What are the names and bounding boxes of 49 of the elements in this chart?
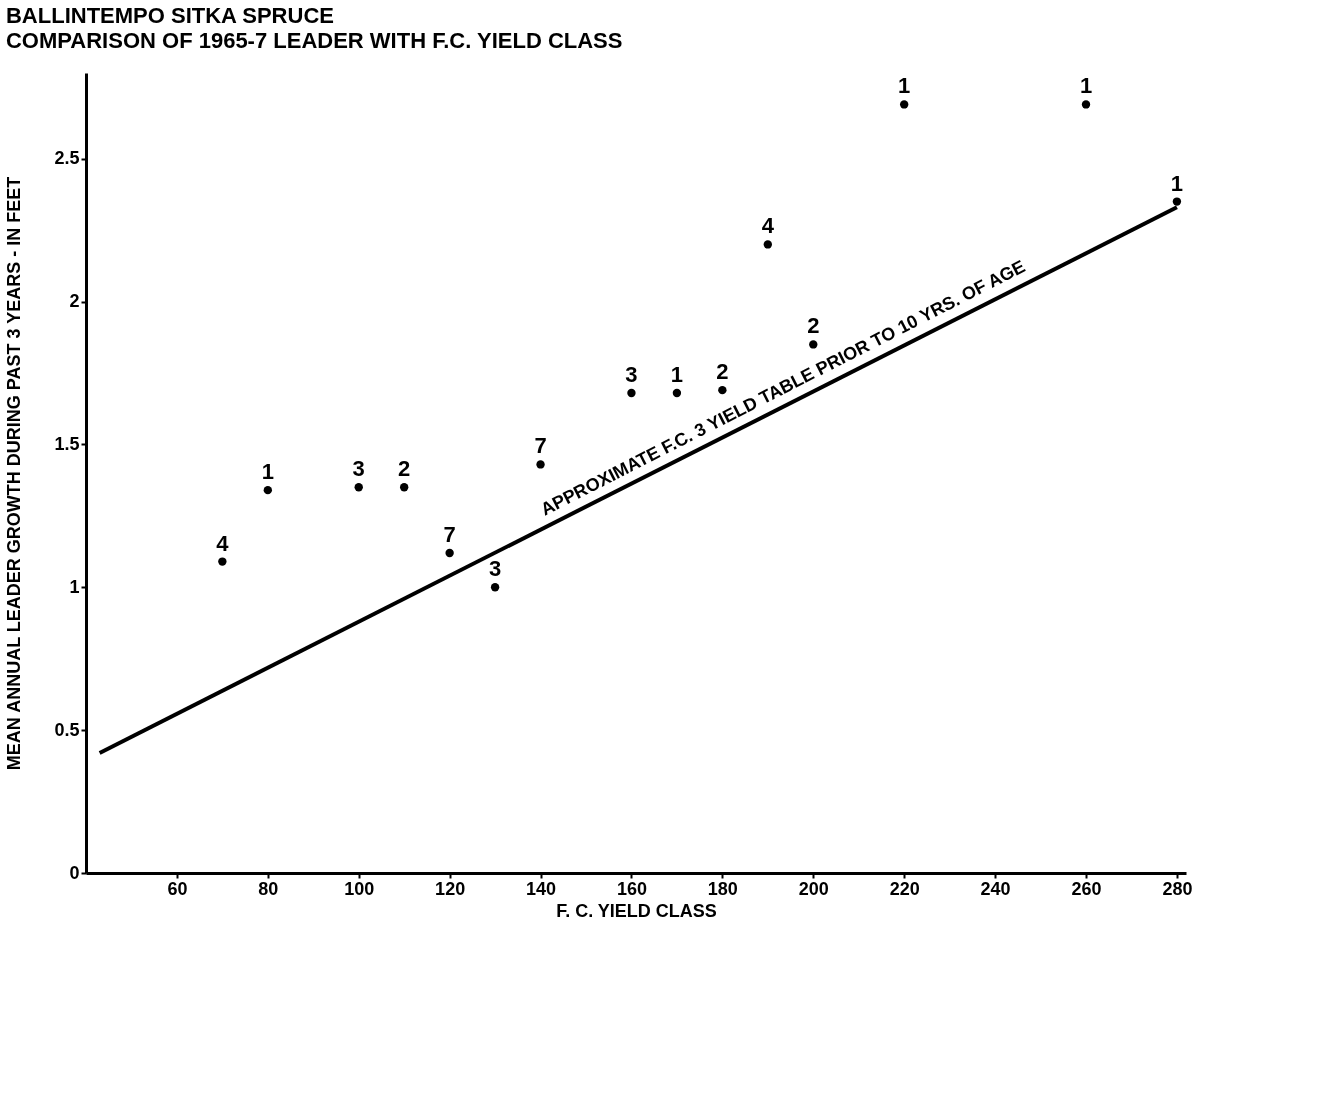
point: [900, 100, 909, 109]
annotation: 1: [1170, 170, 1184, 196]
x-tick-label: 180: [707, 878, 738, 899]
annotation: 3: [625, 362, 638, 387]
annotation: 7: [443, 522, 456, 547]
x-tick-label: 260: [1071, 878, 1102, 899]
x-tick-label: 80: [258, 878, 279, 899]
point: [218, 557, 227, 566]
annotation: 1: [1079, 73, 1093, 99]
x-tick-label: 240: [980, 878, 1011, 899]
point: [400, 483, 409, 492]
chart-title: BALLINTEMPO SITKA SPRUCE: [5, 3, 334, 28]
x-tick-label: 280: [1162, 878, 1193, 899]
point: [763, 240, 772, 249]
annotation: 1: [898, 73, 911, 99]
point: [672, 388, 682, 398]
point: [490, 583, 500, 592]
x-tick-label: 220: [889, 878, 920, 899]
x-tick-label: 100: [344, 878, 375, 899]
y-tick-label: 0.5: [54, 719, 80, 740]
y-tick-label: 1.5: [54, 433, 80, 454]
x-tick-label: 160: [616, 878, 647, 899]
x-tick-label: 140: [526, 878, 557, 899]
x-tick-label: 200: [798, 878, 829, 899]
y-tick-label: 0: [69, 862, 80, 883]
point: [354, 483, 363, 492]
point: [718, 385, 727, 395]
y-axis-title: MEAN ANNUAL LEADER GROWTH DURING PAST 3 YEARS - IN FEET: [4, 176, 25, 771]
x-axis-title: F. C. YIELD CLASS: [556, 900, 717, 921]
point: [263, 485, 272, 495]
y-tick-label: 1: [69, 576, 80, 597]
point: [1081, 100, 1091, 109]
point: [627, 388, 636, 398]
point: [1172, 197, 1182, 206]
annotation: 4: [216, 530, 230, 556]
annotation: 3: [352, 456, 365, 482]
annotation: 4: [761, 213, 775, 239]
y-tick-label: 2.5: [54, 148, 80, 169]
chart-subtitle: COMPARISON OF 1965-7 LEADER WITH F.C. YIELD CLASS: [5, 28, 623, 53]
x-tick-label: 120: [435, 878, 466, 899]
annotation: 2: [716, 359, 729, 385]
annotation: 2: [398, 456, 411, 482]
x-tick-label: 60: [167, 878, 188, 899]
annotation: 1: [670, 362, 684, 387]
point: [445, 548, 454, 558]
annotation: 2: [807, 313, 820, 339]
annotation: 1: [261, 459, 274, 485]
y-tick-label: 2: [69, 291, 80, 312]
annotation: 3: [488, 556, 502, 582]
